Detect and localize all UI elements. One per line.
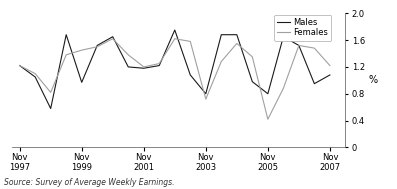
Males — [281, 36, 286, 38]
Females — [219, 60, 224, 63]
Males — [188, 74, 193, 76]
Legend: Males, Females: Males, Females — [274, 15, 331, 41]
Females — [297, 44, 301, 46]
Males — [328, 74, 332, 76]
Females — [328, 64, 332, 67]
Males — [33, 76, 38, 78]
Males — [312, 83, 317, 85]
Females — [266, 118, 270, 120]
Males — [17, 64, 22, 67]
Males — [266, 93, 270, 95]
Males — [126, 66, 131, 68]
Females — [250, 56, 255, 58]
Males — [79, 81, 84, 84]
Females — [188, 40, 193, 43]
Males — [250, 81, 255, 83]
Males — [48, 107, 53, 110]
Females — [157, 62, 162, 65]
Females — [48, 91, 53, 94]
Females — [281, 87, 286, 90]
Females — [141, 66, 146, 68]
Females — [17, 64, 22, 67]
Females — [110, 38, 115, 40]
Females — [95, 46, 100, 48]
Males — [141, 67, 146, 69]
Y-axis label: %: % — [369, 75, 378, 85]
Females — [79, 49, 84, 51]
Males — [157, 64, 162, 67]
Females — [126, 54, 131, 56]
Females — [235, 42, 239, 45]
Males — [95, 44, 100, 46]
Text: Source: Survey of Average Weekly Earnings.: Source: Survey of Average Weekly Earning… — [4, 178, 174, 187]
Males — [297, 44, 301, 46]
Males — [64, 34, 69, 36]
Females — [33, 73, 38, 75]
Females — [312, 47, 317, 49]
Males — [235, 34, 239, 36]
Line: Females: Females — [20, 39, 330, 119]
Females — [172, 38, 177, 40]
Females — [64, 54, 69, 56]
Males — [203, 93, 208, 95]
Line: Males: Males — [20, 30, 330, 108]
Males — [219, 34, 224, 36]
Females — [203, 98, 208, 100]
Males — [172, 29, 177, 31]
Males — [110, 36, 115, 38]
